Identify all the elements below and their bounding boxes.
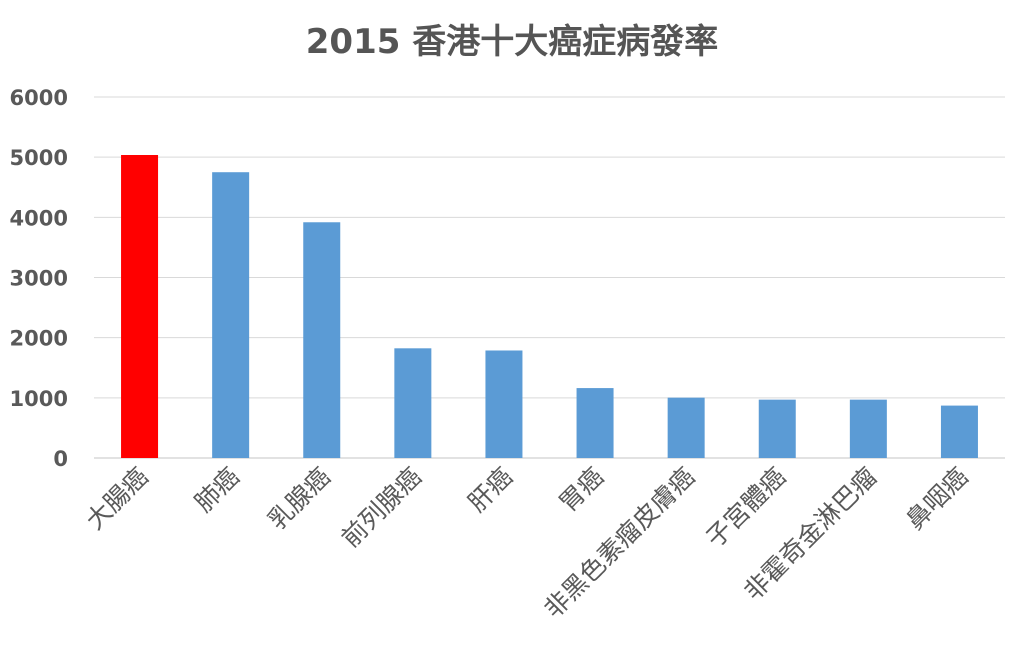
bar	[485, 350, 523, 458]
y-axis-ticks: 0 1000 2000 3000 4000 5000 6000	[10, 86, 68, 471]
y-tick-label: 0	[53, 447, 68, 471]
x-tick-label: 子宮體癌	[700, 462, 791, 553]
bar	[576, 388, 614, 458]
bar	[212, 172, 250, 459]
x-tick-label: 前列腺癌	[336, 462, 427, 553]
y-tick-label: 2000	[10, 327, 68, 351]
x-tick-label: 鼻咽癌	[900, 462, 974, 536]
y-tick-label: 5000	[10, 146, 68, 170]
bars	[121, 155, 978, 459]
x-tick-label: 胃癌	[553, 462, 609, 518]
y-tick-label: 1000	[10, 387, 68, 411]
bar	[121, 155, 159, 458]
bar	[394, 348, 432, 458]
x-tick-label: 非黑色素瘤皮膚癌	[538, 462, 700, 624]
x-tick-label: 乳腺癌	[262, 462, 336, 536]
bar	[849, 399, 887, 458]
y-tick-label: 4000	[10, 206, 68, 230]
chart-title: 2015 香港十大癌症病發率	[305, 22, 719, 62]
x-tick-label: 大腸癌	[80, 462, 154, 536]
bar	[758, 399, 796, 458]
bar	[667, 397, 705, 458]
x-tick-label: 肺癌	[189, 462, 245, 518]
y-tick-label: 6000	[10, 86, 68, 110]
y-tick-label: 3000	[10, 267, 68, 291]
bar	[940, 405, 978, 458]
bar	[303, 222, 341, 458]
x-tick-label: 肝癌	[462, 462, 518, 518]
